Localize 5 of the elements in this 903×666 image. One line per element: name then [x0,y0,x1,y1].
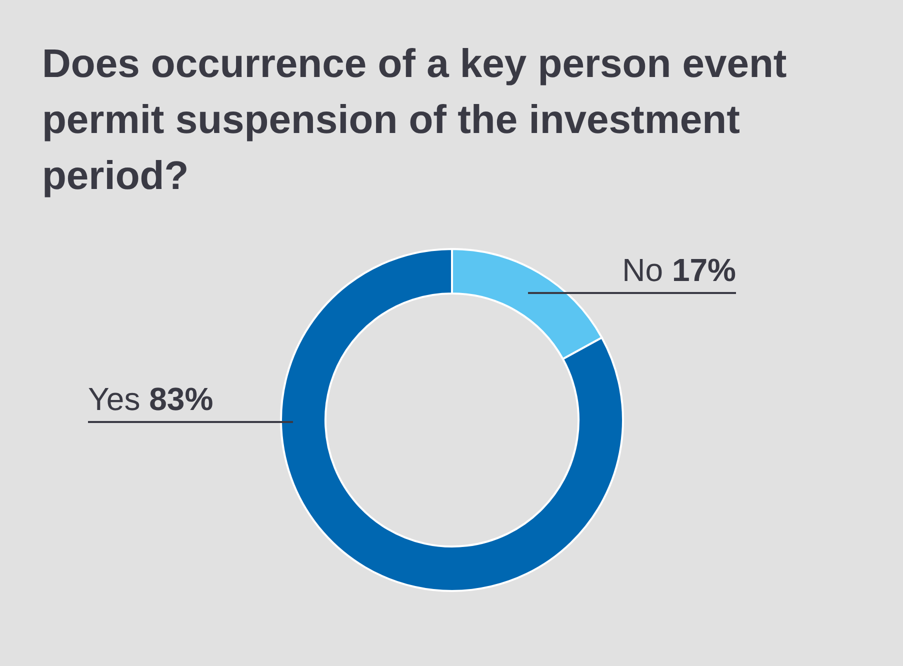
slice-label: Yes [88,381,150,417]
data-label: 83% [149,381,214,417]
chart-title: Does occurrence of a key person event permit suspension of the investment period? [42,41,788,200]
slice-label: No [622,252,672,288]
data-label: 17% [672,252,736,288]
